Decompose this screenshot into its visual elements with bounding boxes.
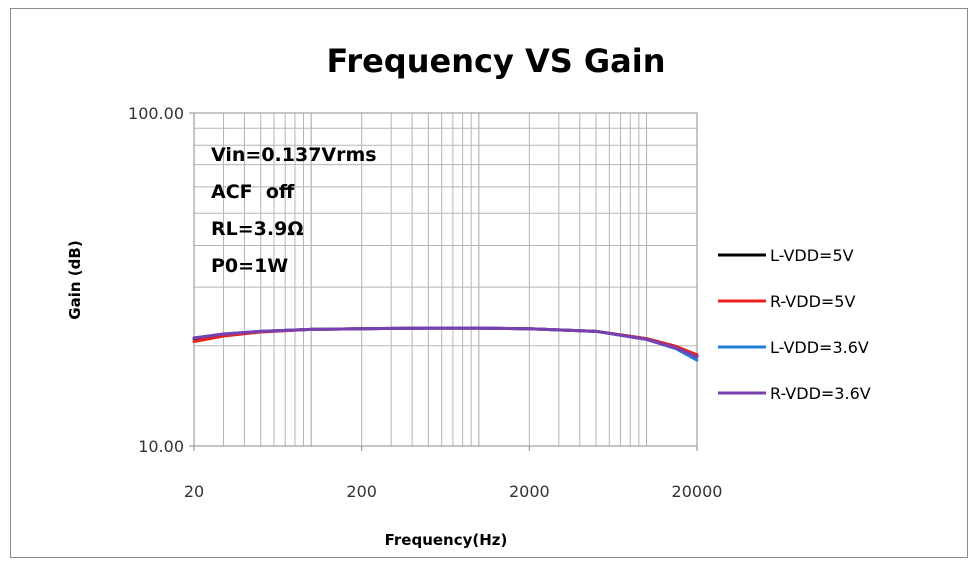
x-tick-label: 20 bbox=[184, 482, 204, 501]
y-tick-label: 100.00 bbox=[128, 104, 184, 123]
legend-label: R-VDD=5V bbox=[770, 292, 855, 311]
annotation-text: ACF off bbox=[211, 181, 295, 203]
chart-title: Frequency VS Gain bbox=[327, 42, 666, 80]
annotation-text: Vin=0.137Vrms bbox=[211, 144, 377, 166]
annotation-text: P0=1W bbox=[211, 255, 288, 277]
chart-frame bbox=[10, 8, 968, 558]
y-axis-label: Gain (dB) bbox=[66, 240, 84, 319]
legend-label: R-VDD=3.6V bbox=[770, 384, 871, 403]
x-axis-ticks: 20 200 2000 20000 bbox=[184, 446, 723, 501]
series-lines bbox=[192, 326, 699, 362]
plot-area-border bbox=[193, 112, 698, 447]
legend-label: L-VDD=5V bbox=[770, 246, 854, 265]
series-line bbox=[192, 326, 699, 359]
y-axis-ticks: 10.00 100.00 bbox=[128, 104, 194, 456]
x-tick-label: 200 bbox=[346, 482, 377, 501]
legend-label: L-VDD=3.6V bbox=[770, 338, 869, 357]
y-tick-label: 10.00 bbox=[138, 437, 184, 456]
annotation-text: RL=3.9Ω bbox=[211, 218, 303, 240]
annotations: Vin=0.137Vrms ACF off RL=3.9Ω P0=1W bbox=[211, 144, 377, 277]
legend: L-VDD=5V R-VDD=5V L-VDD=3.6V R-VDD=3.6V bbox=[718, 246, 871, 403]
x-axis-label: Frequency(Hz) bbox=[385, 531, 508, 549]
x-tick-label: 20000 bbox=[672, 482, 723, 501]
x-tick-label: 2000 bbox=[509, 482, 550, 501]
